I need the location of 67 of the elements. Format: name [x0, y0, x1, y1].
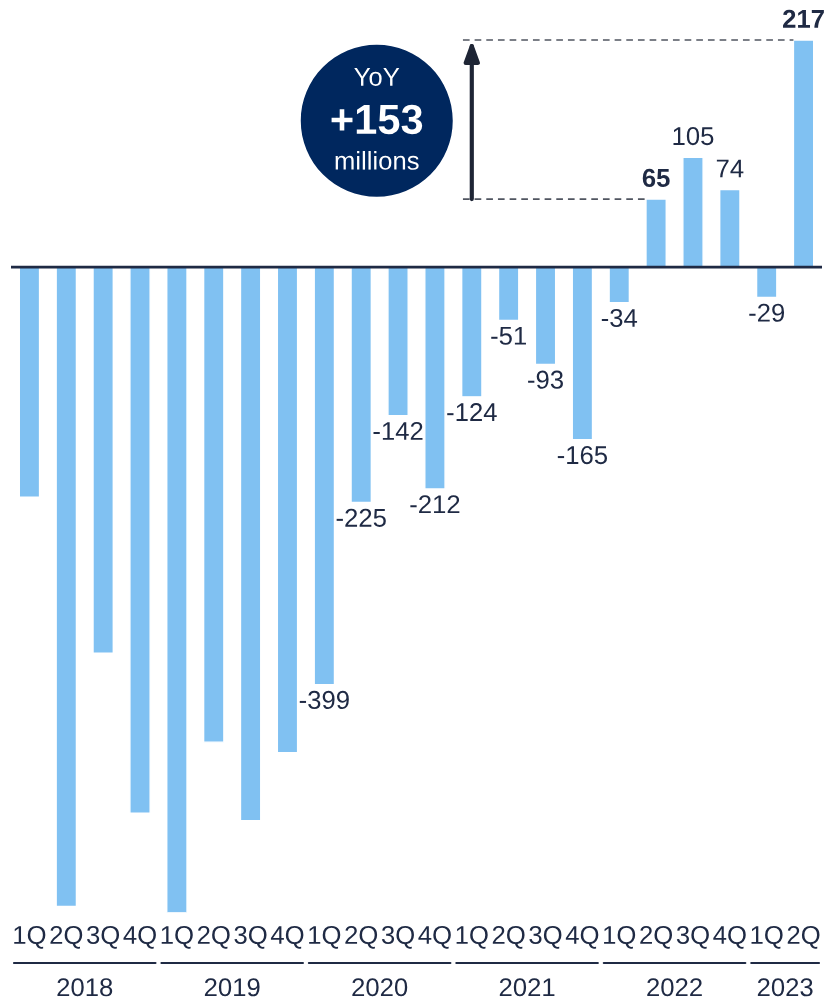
- data-label: -225: [336, 508, 386, 527]
- data-label: 217: [783, 9, 824, 28]
- x-tick-label: 1Q: [161, 925, 193, 949]
- x-tick-label: 1Q: [604, 925, 636, 949]
- bar: [645, 198, 667, 268]
- data-label: -399: [299, 690, 349, 710]
- text: 2021: [499, 978, 555, 997]
- x-tick-label: 3Q: [234, 925, 267, 949]
- x-tick-label: 3Q: [381, 925, 414, 949]
- bar: [792, 40, 815, 268]
- data-label: 65: [642, 168, 670, 188]
- text: 2018: [57, 978, 113, 997]
- data-label: -212: [410, 495, 460, 514]
- bar: [608, 266, 631, 304]
- bar: [719, 188, 741, 268]
- x-tick-label: 3Q: [676, 925, 709, 949]
- x-tick-label: 3Q: [87, 925, 120, 949]
- x-tick-label: 1Q: [456, 925, 488, 949]
- bar: [18, 266, 41, 498]
- x-tick-label: 2Q: [640, 925, 673, 949]
- x-tick-label: 1Q: [309, 925, 341, 949]
- annotation: millions: [335, 150, 419, 170]
- x-tick-label: 4Q: [123, 925, 156, 949]
- x-tick-label: 1Q: [14, 925, 46, 949]
- x-tick-label: 2Q: [197, 925, 230, 949]
- bar: [129, 266, 151, 814]
- x-tick-label: 2Q: [787, 925, 820, 949]
- bar: [55, 266, 78, 908]
- data-label: 74: [716, 159, 744, 178]
- bar: [571, 266, 594, 441]
- data-label: 105: [673, 126, 714, 146]
- x-tick-label: 4Q: [270, 925, 304, 949]
- bar: [350, 266, 373, 504]
- x-tick-label: 3Q: [529, 925, 562, 949]
- x-tick-label: 2Q: [50, 925, 83, 949]
- x-tick-label: 1Q: [751, 925, 783, 949]
- bar: [202, 266, 225, 743]
- bar: [276, 266, 299, 754]
- data-label: -93: [528, 370, 563, 389]
- data-label: -29: [749, 303, 785, 322]
- x-tick-label: 4Q: [713, 925, 746, 949]
- bar: [166, 266, 188, 913]
- bar: [92, 266, 114, 654]
- x-tick-label: 2Q: [492, 925, 525, 949]
- bar: [460, 266, 483, 398]
- bar: [682, 156, 704, 268]
- annotation: YoY: [354, 67, 400, 86]
- bar: [534, 266, 557, 366]
- bar: [497, 266, 520, 322]
- data-label: -51: [491, 326, 526, 345]
- bar: [755, 266, 778, 299]
- bar: [313, 266, 336, 686]
- data-label: -34: [601, 308, 638, 328]
- text: 2023: [757, 978, 813, 997]
- bar: [424, 266, 446, 490]
- text: 2020: [352, 978, 408, 997]
- data-label: -142: [373, 421, 423, 440]
- text: 2022: [647, 978, 702, 997]
- x-tick-label: 4Q: [418, 925, 451, 949]
- bar: [239, 266, 262, 822]
- annotation: +153: [331, 104, 423, 135]
- x-tick-label: 2Q: [345, 925, 378, 949]
- x-tick-label: 4Q: [565, 925, 599, 949]
- data-label: -124: [447, 403, 497, 421]
- bar: [387, 266, 409, 417]
- text: 2019: [204, 978, 260, 997]
- data-label: -165: [557, 445, 608, 465]
